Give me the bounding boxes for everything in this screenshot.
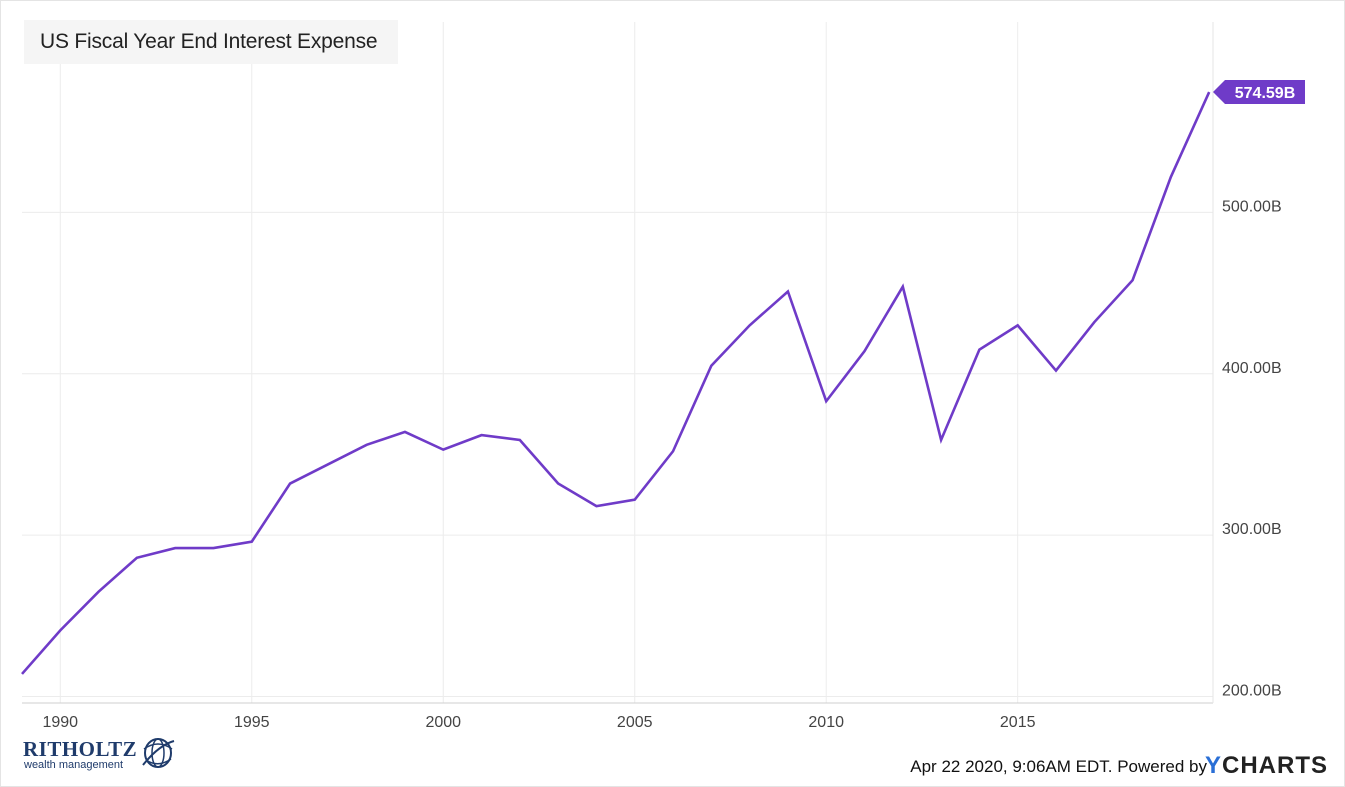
x-tick-label-4: 2010 [808, 714, 844, 731]
data-point [785, 288, 791, 294]
data-point [402, 429, 408, 435]
data-point [708, 363, 714, 369]
data-point [57, 627, 63, 633]
ycharts-logo-y: Y [1204, 752, 1222, 779]
series-line-0 [21, 91, 1211, 675]
y-tick-label-0: 200.00B [1222, 683, 1282, 700]
data-point [670, 448, 676, 454]
data-point [249, 539, 255, 545]
data-point [325, 461, 331, 467]
logo-name: RITHOLTZ [23, 737, 138, 761]
data-point [479, 432, 485, 438]
data-point [1015, 322, 1021, 328]
x-tick-label-0: 1990 [42, 714, 78, 731]
y-tick-label-1: 300.00B [1222, 521, 1282, 538]
globe-icon [142, 738, 175, 768]
data-point [632, 497, 638, 503]
data-point [900, 284, 906, 290]
data-point [287, 481, 293, 487]
ritholtz-logo: RITHOLTZ wealth management [23, 735, 175, 775]
data-point [172, 545, 178, 551]
chart-title-box: US Fiscal Year End Interest Expense [24, 20, 398, 64]
data-point [1053, 368, 1059, 374]
last-value-label: 574.59B [1235, 85, 1296, 102]
data-point [1091, 319, 1097, 325]
x-tick-label-5: 2015 [1000, 714, 1036, 731]
chart-title: US Fiscal Year End Interest Expense [40, 30, 378, 53]
data-point [938, 437, 944, 443]
data-point [747, 322, 753, 328]
data-point [862, 348, 868, 354]
labels: 1990 1995 2000 2005 2010 2015 200.00B 300.00B 40… [42, 80, 1305, 731]
data-point [96, 589, 102, 595]
last-value-badge [1213, 80, 1305, 105]
logo-subtitle: wealth management [24, 759, 124, 771]
data-point [1130, 277, 1136, 283]
data-point [1168, 174, 1174, 180]
footer-timestamp: Apr 22 2020, 9:06AM EDT. Powered by [910, 757, 1207, 776]
y-tick-label-2: 400.00B [1222, 360, 1282, 377]
data-point [555, 481, 561, 487]
data-point [517, 437, 523, 443]
x-tick-label-1: 1995 [234, 714, 270, 731]
data-point [364, 442, 370, 448]
series [19, 89, 1212, 677]
data-point [976, 347, 982, 353]
data-point [823, 398, 829, 404]
data-point [440, 447, 446, 453]
data-point [593, 503, 599, 509]
x-tick-label-3: 2005 [617, 714, 653, 731]
ycharts-logo-text: CHARTS [1222, 752, 1328, 779]
grid [22, 22, 1213, 703]
x-tick-label-2: 2000 [425, 714, 461, 731]
data-point [19, 671, 25, 677]
data-point [210, 545, 216, 551]
data-point [134, 555, 140, 561]
y-tick-label-3: 500.00B [1222, 198, 1282, 215]
ycharts-logo[interactable]: YCHARTS [1205, 752, 1328, 780]
data-point [1206, 89, 1212, 95]
